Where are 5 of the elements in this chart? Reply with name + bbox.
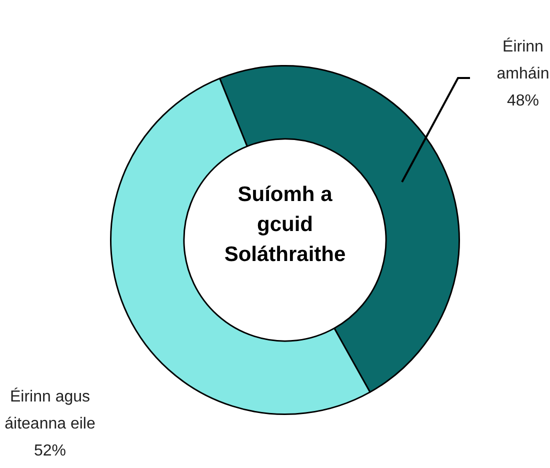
data-label: 48%: [506, 92, 540, 110]
data-label: 52%: [34, 442, 66, 460]
text: Suíomh a gcuid Soláthraithe: [223, 182, 347, 268]
slice-label: Éirinn amháin: [496, 37, 550, 82]
slice-label: Éirinn agus áiteanna eile: [4, 387, 96, 432]
